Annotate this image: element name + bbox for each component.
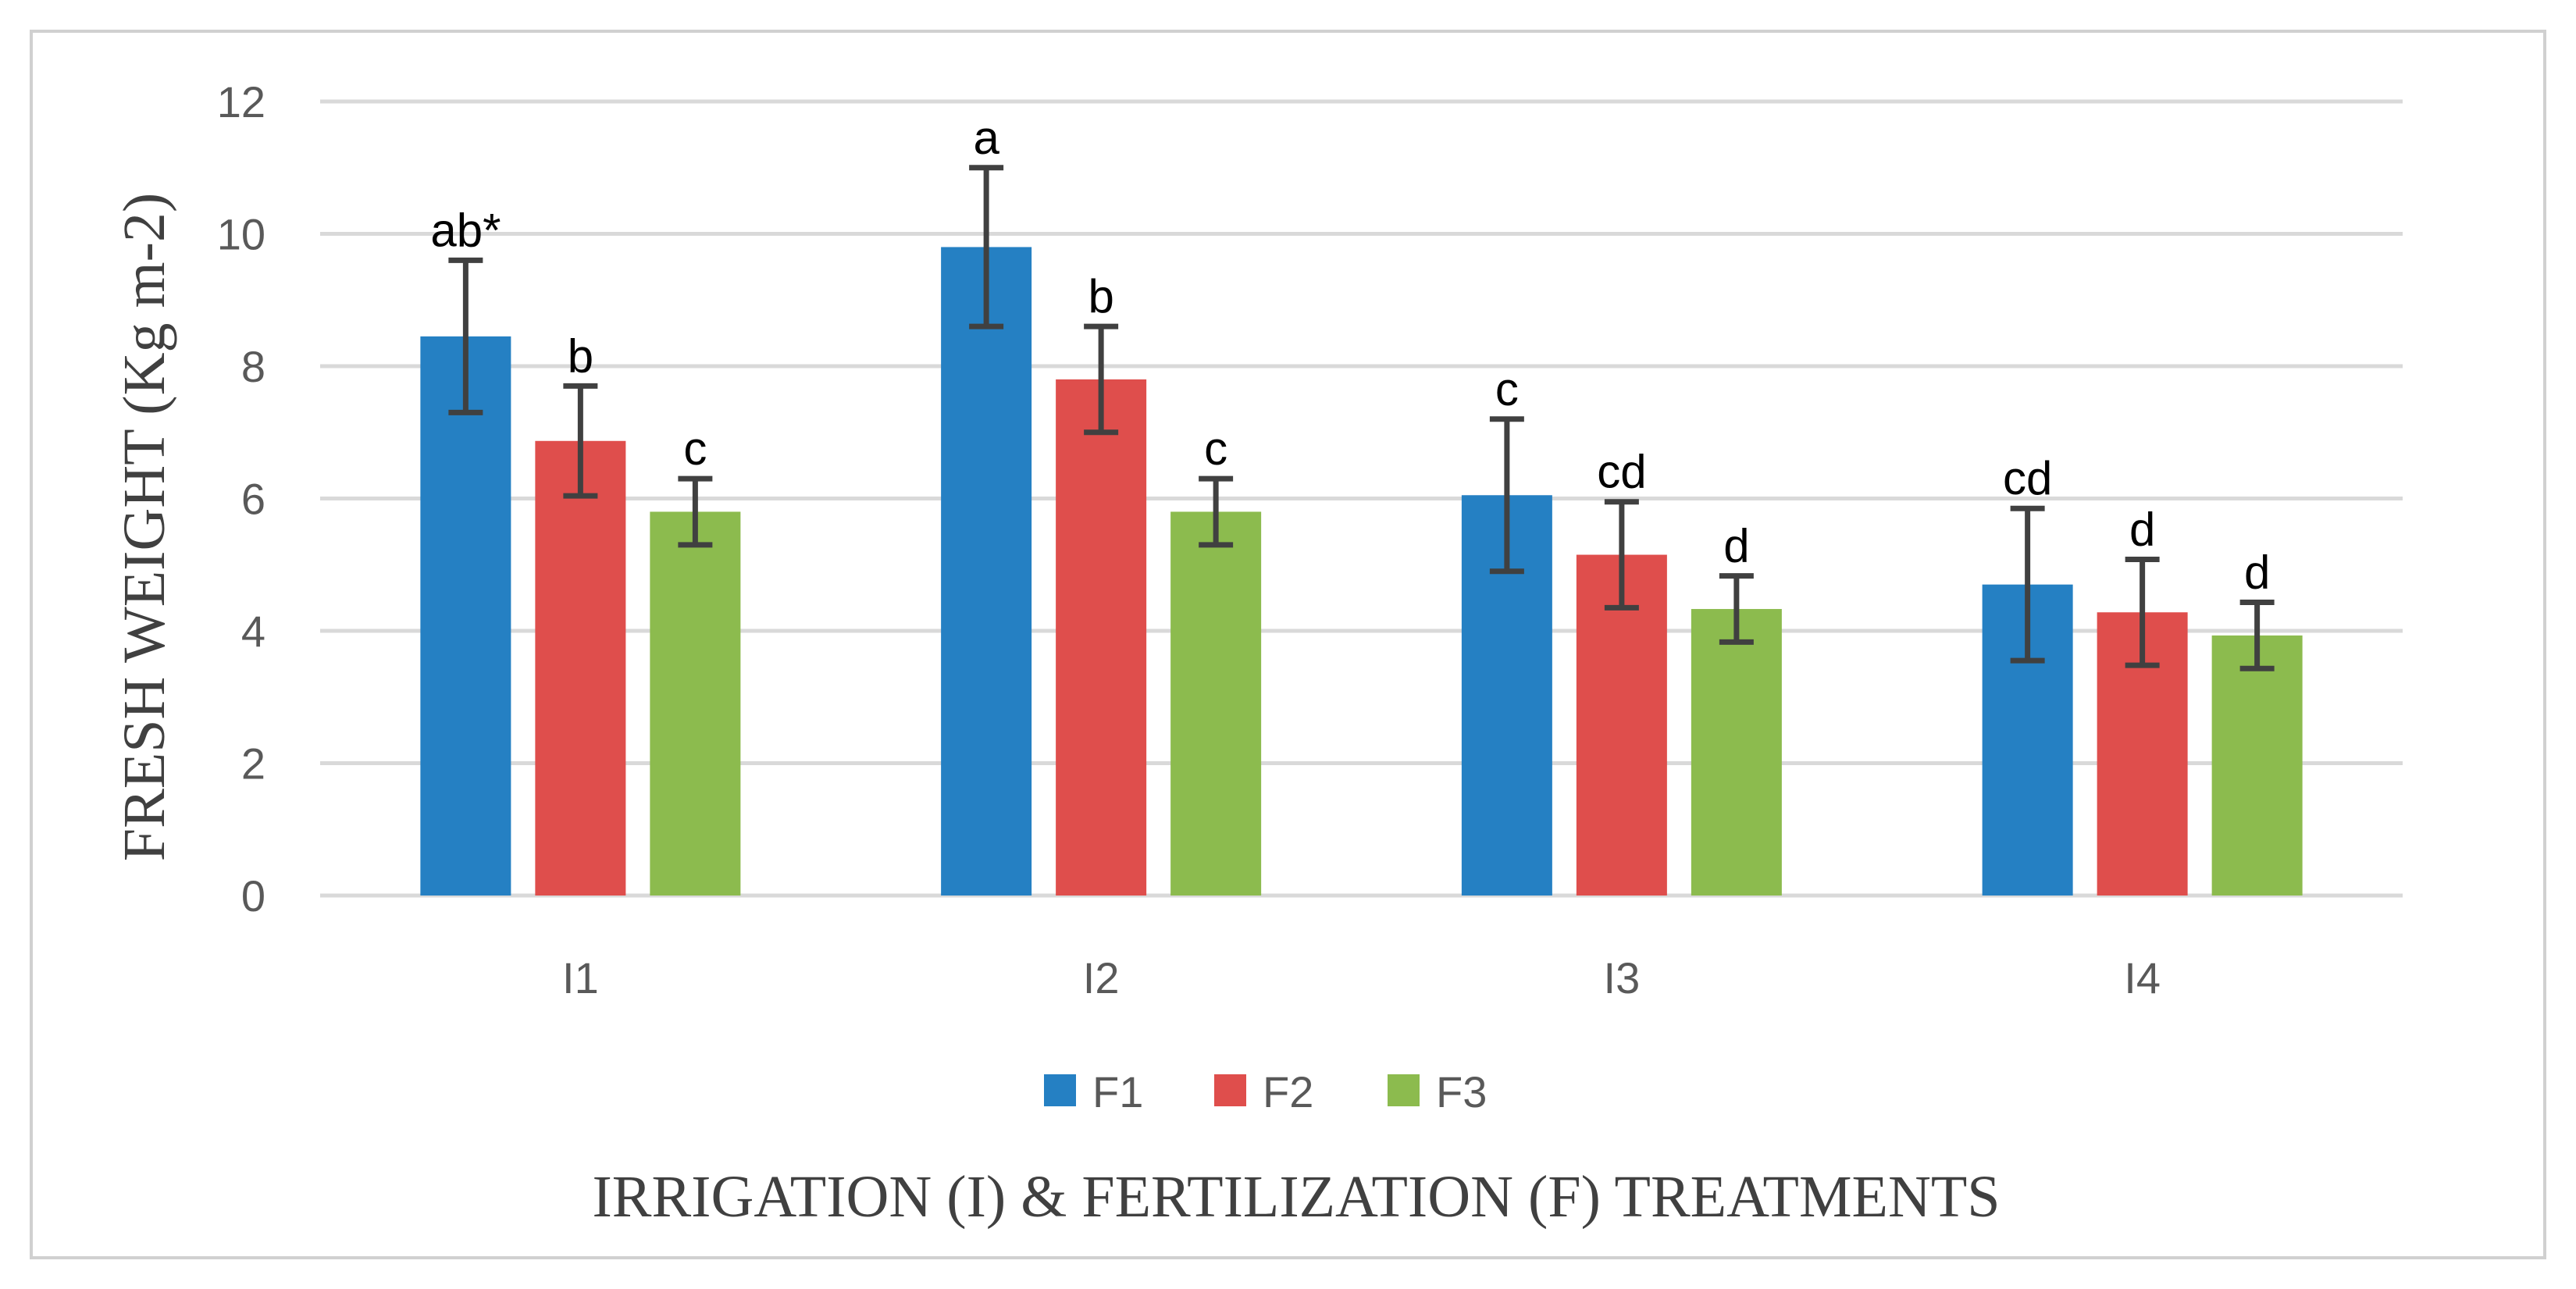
y-tick-label: 4 [241,607,265,656]
y-axis-ticks: 0 2 4 6 8 10 12 [217,77,265,920]
legend-swatch-f3 [1388,1074,1420,1106]
significance-label: b [568,329,593,382]
y-tick-label: 12 [217,77,265,126]
bars [420,247,2303,896]
significance-label: a [973,112,999,164]
x-tick-label: I4 [2124,953,2161,1002]
significance-label: d [1723,520,1749,572]
bar-f1-i2 [941,247,1032,896]
y-axis-label: FRESH WEIGHT (Kg m-2) [112,193,177,861]
significance-label: c [683,422,707,475]
significance-label: c [1495,363,1519,415]
legend-swatch-f1 [1044,1074,1076,1106]
y-tick-label: 8 [241,342,265,391]
y-tick-label: 2 [241,739,265,789]
significance-label: c [1204,422,1227,475]
bar-f3-i2 [1170,511,1262,896]
bar-f3-i4 [2211,635,2303,896]
x-tick-label: I3 [1604,953,1641,1002]
x-axis-ticks: I1 I2 I3 I4 [562,953,2161,1002]
bar-f2-i2 [1056,379,1147,896]
significance-label: ab* [430,204,501,256]
significance-label: d [2244,547,2270,599]
legend-label-f1: F1 [1092,1067,1143,1116]
bar-f2-i1 [535,440,626,896]
y-tick-label: 10 [217,210,265,259]
x-tick-label: I1 [562,953,599,1002]
bar-f3-i3 [1691,609,1782,896]
y-tick-label: 0 [241,871,265,920]
significance-labels: ab* b c a b c c cd d cd d d [430,112,2270,599]
x-tick-label: I2 [1083,953,1120,1002]
significance-label: cd [2003,452,2052,504]
significance-label: d [2129,503,2155,555]
bar-f1-i1 [420,336,511,896]
bar-f3-i1 [650,511,741,896]
legend-label-f2: F2 [1263,1067,1313,1116]
bar-f2-i3 [1576,554,1667,896]
significance-label: cd [1597,446,1646,498]
legend: F1 F2 F3 [1044,1067,1487,1116]
x-axis-label: IRRIGATION (I) & FERTILIZATION (F) TREAT… [592,1164,2000,1230]
significance-label: b [1088,270,1113,322]
y-tick-label: 6 [241,475,265,524]
legend-label-f3: F3 [1436,1067,1487,1116]
legend-swatch-f2 [1214,1074,1246,1106]
error-bars [448,165,2275,671]
